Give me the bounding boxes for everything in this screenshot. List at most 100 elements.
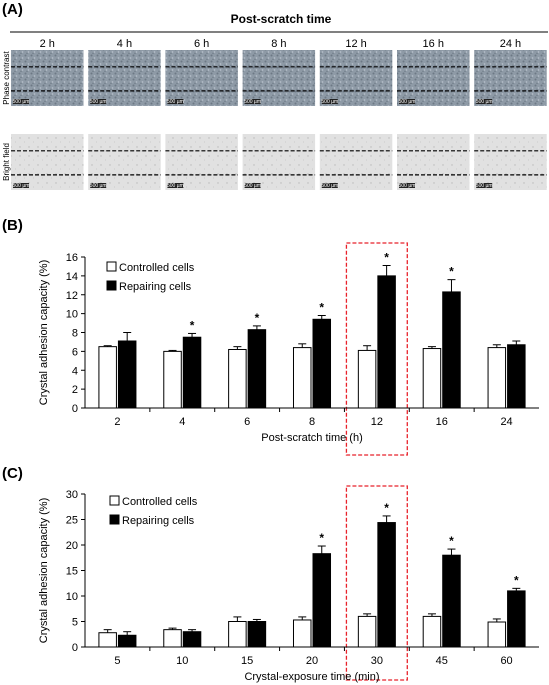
micrograph-image [397,134,470,190]
scale-bar-box [167,183,184,188]
x-tick-label: 10 [176,655,188,667]
controlled-bar [422,615,442,648]
scale-bar-box [321,183,338,188]
significance-star: * [384,501,389,515]
column-label: 8 h [271,38,286,50]
scale-bar-box [399,99,415,104]
legend-swatch-repairing [106,280,117,291]
scale-bar-label: 500 µm [321,183,338,189]
y-tick-label: 5 [72,617,78,629]
scale-bar-label: 500 µm [476,183,493,189]
x-tick-label: 24 [500,416,512,428]
x-tick-label: 30 [371,655,383,667]
scale-bar-box [476,99,493,104]
micrograph-image [319,134,393,190]
scale-bar-label: 500 µm [167,99,184,105]
significance-star: * [449,265,454,279]
x-tick-label: 16 [436,416,448,428]
legend-label-repairing: Repairing cells [122,515,195,527]
row-label: Phase contrast [2,51,11,105]
micrograph-image [11,50,84,106]
significance-star: * [449,534,454,548]
x-tick-label: 20 [306,655,318,667]
repairing-bar [507,590,526,648]
scale-bar-box [476,183,493,188]
y-tick-label: 6 [72,346,78,358]
y-axis-title: Crystal adhesion capacity (%) [38,498,50,644]
x-tick-label: 5 [114,655,120,667]
column-label: 16 h [423,38,444,50]
scale-bar-box [399,183,415,188]
micrograph-image [165,50,238,106]
significance-star: * [255,311,260,325]
chart-c: 0 5 10 15 20 25 30 5 10 15 * 20 * 30 * 45 * 60 Crystal-exp… [38,485,539,683]
micrograph-image [165,134,238,190]
x-axis-title: Crystal-exposure time (min) [244,671,379,683]
controlled-bar [163,629,182,648]
repairing-bar [312,318,332,409]
repairing-bar [182,336,202,409]
significance-star: * [319,531,324,545]
controlled-bar [292,347,312,409]
repairing-bar [117,340,137,409]
scale-bar-box [13,99,29,104]
repairing-bar [247,329,267,409]
legend-label-controlled: Controlled cells [122,496,198,508]
y-tick-label: 25 [66,515,78,527]
y-tick-label: 16 [66,252,78,264]
repairing-bar [377,275,396,409]
controlled-bar [292,619,312,648]
micrograph-image [242,50,316,106]
highlight-box [345,485,408,681]
y-tick-label: 0 [72,403,78,415]
scale-bar-label: 500 µm [167,183,184,189]
repairing-bar [182,631,202,648]
x-tick-label: 4 [179,416,185,428]
scale-bar-box [321,99,338,104]
micrograph-image [474,50,547,106]
column-label: 6 h [194,38,209,50]
y-tick-label: 15 [66,566,78,578]
column-label: 24 h [500,38,521,50]
highlight-box [345,242,408,456]
x-tick-label: 60 [500,655,512,667]
x-tick-label: 15 [241,655,253,667]
significance-star: * [384,250,389,264]
y-tick-label: 4 [72,365,78,377]
controlled-bar [228,348,247,409]
x-tick-label: 12 [371,416,383,428]
scale-bar-label: 500 µm [244,183,261,189]
repairing-bar [312,553,332,648]
repairing-bar [507,344,526,409]
scale-bar-box [244,99,261,104]
micrograph-image [397,50,470,106]
y-tick-label: 30 [66,489,78,501]
y-tick-label: 0 [72,642,78,654]
panel-b-letter: (B) [2,217,23,234]
repairing-bar [117,634,137,648]
controlled-bar [487,347,507,409]
repairing-bar [442,554,461,648]
legend-label-repairing: Repairing cells [119,281,192,293]
controlled-bar [422,348,442,409]
controlled-bar [228,621,247,648]
micrograph-image [88,134,161,190]
legend-swatch-controlled [106,261,117,272]
controlled-bar [98,346,117,409]
scale-bar-box [90,183,107,188]
scale-bar-box [244,183,261,188]
scale-bar-label: 500 µm [399,99,416,105]
panel-c-letter: (C) [2,465,23,482]
scale-bar-label: 500 µm [399,183,416,189]
y-tick-label: 8 [72,328,78,340]
repairing-bar [247,621,267,648]
x-axis-title: Post-scratch time (h) [261,432,362,444]
scale-bar-label: 500 µm [90,99,107,105]
micrograph-image [242,134,316,190]
controlled-bar [487,621,507,648]
x-tick-label: 8 [309,416,315,428]
repairing-bar [377,522,396,648]
y-axis-title: Crystal adhesion capacity (%) [38,260,50,406]
y-tick-label: 2 [72,384,78,396]
